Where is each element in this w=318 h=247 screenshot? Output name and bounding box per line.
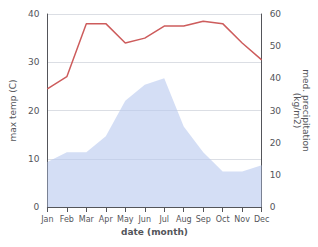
svg-text:date (month): date (month) <box>121 227 188 237</box>
svg-text:30: 30 <box>28 57 40 67</box>
svg-text:0: 0 <box>270 202 276 212</box>
svg-text:Apr: Apr <box>99 215 114 224</box>
svg-text:0: 0 <box>34 202 40 212</box>
svg-text:Jan: Jan <box>40 215 53 224</box>
svg-text:10: 10 <box>270 170 282 180</box>
svg-text:Oct: Oct <box>216 215 230 224</box>
svg-text:30: 30 <box>270 106 282 116</box>
svg-text:May: May <box>117 215 134 224</box>
svg-text:Aug: Aug <box>176 215 192 224</box>
svg-text:Jul: Jul <box>158 215 169 224</box>
svg-text:med. precipitation: med. precipitation <box>300 69 311 152</box>
svg-text:(kg/m2): (kg/m2) <box>292 93 302 128</box>
svg-text:Mar: Mar <box>79 215 95 224</box>
svg-text:60: 60 <box>270 9 282 19</box>
svg-text:Jun: Jun <box>138 215 152 224</box>
svg-text:20: 20 <box>28 106 40 116</box>
svg-text:20: 20 <box>270 138 282 148</box>
svg-text:50: 50 <box>270 41 282 51</box>
svg-text:40: 40 <box>270 73 282 83</box>
svg-text:Nov: Nov <box>234 215 250 224</box>
svg-text:Dec: Dec <box>254 215 269 224</box>
svg-text:10: 10 <box>28 154 40 164</box>
svg-text:40: 40 <box>28 9 40 19</box>
svg-text:max temp (C): max temp (C) <box>8 79 18 141</box>
svg-text:Feb: Feb <box>60 215 74 224</box>
svg-text:Sep: Sep <box>196 215 211 224</box>
